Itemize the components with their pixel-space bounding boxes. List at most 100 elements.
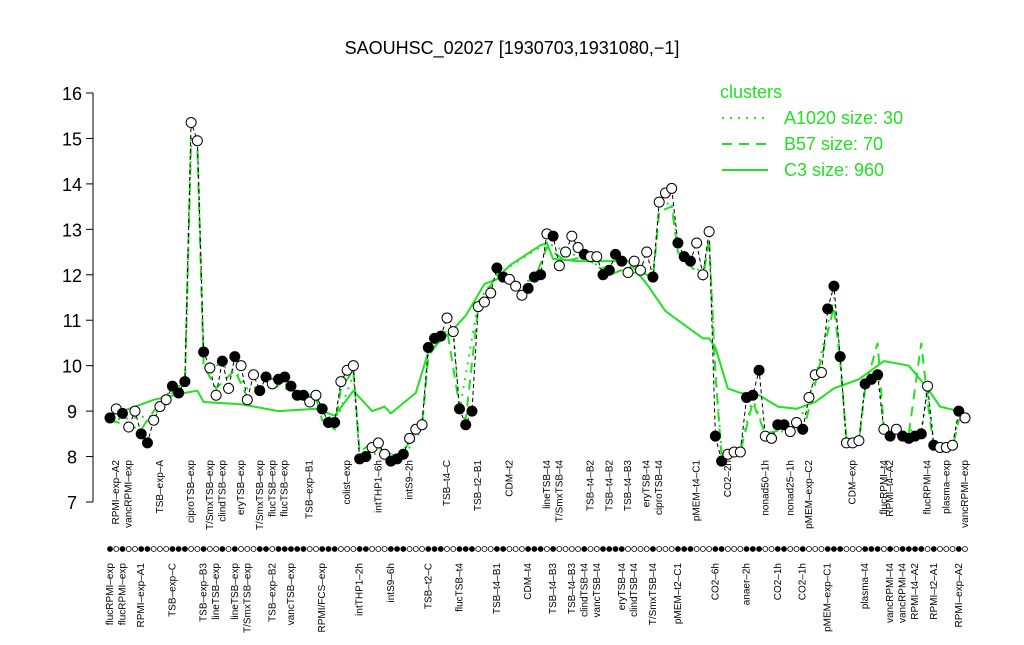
data-point xyxy=(379,448,391,460)
top-label: CDM–t2 xyxy=(504,460,515,497)
data-point xyxy=(229,351,241,363)
data-point xyxy=(466,405,478,417)
data-point xyxy=(890,423,902,435)
top-label: TSB–t4–B2 xyxy=(586,460,597,512)
y-tick-label: 14 xyxy=(62,175,82,195)
strip-marker xyxy=(706,546,713,552)
data-point xyxy=(953,405,965,417)
strip-marker xyxy=(862,546,869,552)
data-point xyxy=(223,382,235,394)
strip-marker xyxy=(675,546,681,552)
data-point xyxy=(684,255,696,267)
data-point xyxy=(335,376,347,388)
bottom-label: flucRPMI–exp xyxy=(117,563,128,626)
bottom-label: TSB–exp–B3 xyxy=(199,563,210,622)
strip-marker xyxy=(712,546,719,552)
strip-marker xyxy=(331,546,338,552)
data-point xyxy=(116,407,128,419)
strip-marker xyxy=(874,546,881,552)
strip-marker xyxy=(362,546,369,552)
strip-marker xyxy=(924,546,931,552)
strip-marker xyxy=(749,546,756,552)
strip-marker xyxy=(294,546,301,552)
strip-marker xyxy=(731,546,737,552)
data-point xyxy=(790,416,802,428)
data-point xyxy=(672,237,684,249)
data-point xyxy=(478,296,490,308)
top-label: flucTSB–exp xyxy=(267,460,278,517)
data-point xyxy=(560,246,572,258)
data-point xyxy=(566,230,578,242)
top-label: pMEM–exp–C2 xyxy=(804,460,815,529)
data-point xyxy=(510,280,522,292)
strip-marker xyxy=(868,546,875,552)
data-point xyxy=(460,419,472,431)
strip-marker xyxy=(500,546,507,552)
strip-marker xyxy=(181,546,188,552)
strip-marker xyxy=(887,546,894,552)
top-label: CDM–exp xyxy=(848,460,859,505)
strip-marker xyxy=(824,546,831,552)
strip-marker xyxy=(880,546,887,552)
bottom-label: TSB–t2–C xyxy=(423,563,434,609)
strip-marker xyxy=(856,546,862,552)
bottom-label: plasma–t4 xyxy=(860,563,871,610)
data-point xyxy=(647,271,659,283)
data-point xyxy=(641,246,653,258)
strip-marker xyxy=(562,546,569,552)
top-label: intS9–2h xyxy=(405,460,416,499)
data-point xyxy=(485,287,497,299)
strip-marker xyxy=(350,546,357,552)
strip-marker xyxy=(518,546,525,552)
top-label: ciproTSB–exp xyxy=(186,460,197,523)
data-point xyxy=(535,269,547,281)
data-point xyxy=(666,182,678,194)
data-point xyxy=(803,391,815,403)
data-point xyxy=(915,428,927,440)
bottom-label: RPMI–t2–A1 xyxy=(929,563,940,620)
strip-marker xyxy=(437,546,444,552)
data-point xyxy=(360,451,372,463)
data-point xyxy=(878,423,890,435)
strip-marker xyxy=(400,546,407,552)
strip-marker xyxy=(456,546,463,552)
top-label: TSB–t4–B2 xyxy=(604,460,615,512)
data-point xyxy=(947,439,959,451)
data-point xyxy=(447,326,459,338)
data-point xyxy=(297,389,309,401)
strip-marker xyxy=(799,546,806,552)
legend-label: B57 size: 70 xyxy=(784,134,883,154)
strip-marker xyxy=(481,546,488,552)
strip-marker xyxy=(412,546,419,552)
bottom-label: TSB–exp–C xyxy=(167,563,178,617)
data-point xyxy=(404,432,416,444)
strip-marker xyxy=(275,546,282,552)
bottom-label: RPMI–exp–A1 xyxy=(136,563,147,628)
strip-marker xyxy=(843,546,850,552)
strip-marker xyxy=(918,546,925,552)
y-tick-label: 13 xyxy=(62,220,82,240)
data-point xyxy=(185,117,197,129)
strip-marker xyxy=(512,546,519,552)
data-point xyxy=(160,394,172,406)
data-point xyxy=(753,364,765,376)
data-point xyxy=(691,237,703,249)
strip-marker xyxy=(631,546,638,552)
strip-marker xyxy=(837,546,844,552)
data-point xyxy=(503,273,515,285)
data-point xyxy=(129,405,141,417)
data-point xyxy=(522,282,534,294)
strip-marker xyxy=(338,546,344,552)
strip-marker xyxy=(313,546,319,552)
data-point xyxy=(616,255,628,267)
strip-marker xyxy=(905,546,912,552)
top-label: T/SmxTSB–t4 xyxy=(554,460,565,523)
top-label: ciproTSB–t4 xyxy=(654,460,665,515)
data-point xyxy=(491,262,503,274)
top-label: plasma–exp xyxy=(941,460,952,514)
bottom-label: intS9–6h xyxy=(386,563,397,602)
data-point xyxy=(141,437,153,449)
data-point xyxy=(634,264,646,276)
strip-marker xyxy=(113,546,120,552)
